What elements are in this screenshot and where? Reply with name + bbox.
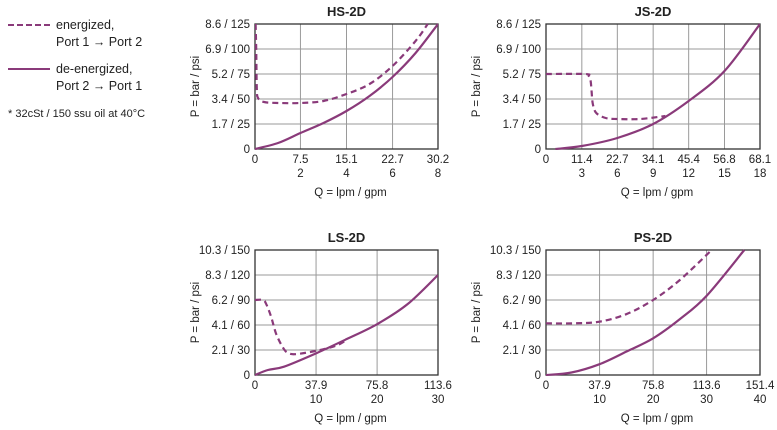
y-tick-label: 0: [535, 144, 541, 156]
legend-energized-label-2: Port 1 → Port 2: [56, 35, 143, 49]
x-tick-label-gpm: 15: [718, 168, 731, 180]
x-tick-label-lpm: 34.1: [642, 154, 664, 166]
x-tick-label-lpm: 0: [252, 154, 258, 166]
y-axis-label: P = bar / psi: [471, 56, 483, 117]
x-tick-label-gpm: 10: [593, 394, 606, 406]
x-axis-label: Q = lpm / gpm: [314, 187, 387, 199]
y-tick-label: 2.1 / 30: [212, 345, 250, 357]
x-tick-label-gpm: 30: [432, 394, 445, 406]
y-tick-label: 4.1 / 60: [503, 320, 541, 332]
x-axis-label: Q = lpm / gpm: [314, 413, 387, 425]
de-energized-curve: [555, 23, 760, 150]
x-tick-label-lpm: 0: [543, 380, 549, 392]
plot-frame: [545, 249, 761, 376]
y-axis-label: P = bar / psi: [190, 56, 202, 117]
legend-dashed-line-swatch: [8, 24, 50, 26]
energized-curve: [546, 72, 666, 121]
x-tick-label-gpm: 4: [343, 168, 350, 180]
y-tick-label: 6.9 / 100: [496, 44, 541, 56]
x-tick-label-gpm: 20: [371, 394, 384, 406]
chart-js-2d: JS-2D 0 1.7 / 25 3.4 / 50 5.2 / 75 6.9 / 100 8…: [471, 4, 771, 199]
x-tick-label-gpm: 9: [650, 168, 656, 180]
y-tick-label: 2.1 / 30: [503, 345, 541, 357]
x-tick-label-gpm: 12: [682, 168, 695, 180]
y-tick-label: 3.4 / 50: [503, 94, 541, 106]
de-energized-curve: [255, 274, 438, 376]
y-tick-label: 0: [244, 144, 250, 156]
y-tick-label: 6.2 / 90: [212, 295, 250, 307]
y-tick-label: 1.7 / 25: [212, 119, 250, 131]
x-axis-label: Q = lpm / gpm: [621, 187, 694, 199]
x-tick-label-gpm: 6: [389, 168, 395, 180]
x-tick-label-lpm: 22.7: [381, 154, 403, 166]
x-tick-label-lpm: 68.1: [749, 154, 771, 166]
chart-ls-2d: LS-2D 0 2.1 / 30 4.1 / 60 6.2 / 90 8.3 / 120 1…: [190, 230, 452, 425]
x-tick-label-lpm: 15.1: [335, 154, 357, 166]
x-tick-label-gpm: 3: [579, 168, 585, 180]
x-tick-label-lpm: 113.6: [424, 380, 452, 392]
legend-energized-label-1: energized,: [56, 18, 115, 32]
y-tick-label: 3.4 / 50: [212, 94, 250, 106]
y-tick-label: 6.9 / 100: [205, 44, 250, 56]
de-energized-curve: [546, 249, 746, 376]
y-tick-label: 0: [535, 370, 541, 382]
legend-deenergized-label-2: Port 2 → Port 1: [56, 79, 143, 93]
y-tick-label: 8.3 / 120: [496, 270, 541, 282]
x-tick-label-lpm: 37.9: [588, 380, 610, 392]
chart-title: LS-2D: [328, 230, 366, 245]
x-tick-label-lpm: 151.4: [746, 380, 775, 392]
x-tick-label-gpm: 18: [754, 168, 767, 180]
x-tick-label-gpm: 6: [614, 168, 620, 180]
legend-deenergized-label-1: de-energized,: [56, 62, 133, 76]
x-tick-label-lpm: 37.9: [305, 380, 327, 392]
x-tick-label-gpm: 30: [700, 394, 713, 406]
y-tick-label: 10.3 / 150: [199, 245, 250, 257]
x-tick-label-lpm: 45.4: [677, 154, 700, 166]
y-tick-label: 8.6 / 125: [496, 19, 541, 31]
y-tick-label: 5.2 / 75: [503, 69, 541, 81]
x-tick-label-lpm: 0: [252, 380, 258, 392]
chart-title: PS-2D: [634, 230, 672, 245]
x-tick-label-lpm: 56.8: [713, 154, 735, 166]
x-tick-label-gpm: 2: [297, 168, 303, 180]
de-energized-curve: [255, 23, 438, 150]
y-tick-label: 8.3 / 120: [205, 270, 250, 282]
y-tick-label: 10.3 / 150: [490, 245, 541, 257]
x-tick-label-lpm: 75.8: [366, 380, 388, 392]
y-tick-label: 4.1 / 60: [212, 320, 250, 332]
energized-curve: [255, 23, 429, 105]
x-axis-label: Q = lpm / gpm: [621, 413, 694, 425]
x-tick-label-lpm: 75.8: [642, 380, 664, 392]
y-tick-label: 6.2 / 90: [503, 295, 541, 307]
x-tick-label-lpm: 30.2: [427, 154, 449, 166]
x-tick-label-lpm: 22.7: [606, 154, 628, 166]
plot-frame: [254, 23, 439, 150]
y-tick-label: 8.6 / 125: [205, 19, 250, 31]
legend-solid-line-swatch: [8, 68, 50, 70]
x-tick-label-gpm: 20: [647, 394, 660, 406]
oil-viscosity-note: * 32cSt / 150 ssu oil at 40°C: [8, 108, 146, 120]
chart-title: JS-2D: [635, 4, 672, 19]
x-tick-label-gpm: 40: [754, 394, 767, 406]
x-tick-label-lpm: 11.4: [571, 154, 593, 166]
x-tick-label-lpm: 0: [543, 154, 549, 166]
y-tick-label: 1.7 / 25: [503, 119, 541, 131]
x-tick-label-lpm: 7.5: [292, 154, 308, 166]
y-tick-label: 5.2 / 75: [212, 69, 250, 81]
x-tick-label-gpm: 8: [435, 168, 441, 180]
y-axis-label: P = bar / psi: [190, 282, 202, 343]
chart-hs-2d: HS-2D 0 1.7 / 25 3.4 / 50 5.2 / 75 6.9 / 100 8…: [190, 4, 449, 199]
y-axis-label: P = bar / psi: [471, 282, 483, 343]
energized-curve: [546, 249, 713, 325]
chart-title: HS-2D: [327, 4, 366, 19]
chart-ps-2d: PS-2D 0 2.1 / 30 4.1 / 60 6.2 / 90 8.3 / 120 1…: [471, 230, 775, 425]
legend: energized, Port 1 → Port 2 de-energized,…: [0, 0, 180, 130]
plot-frame: [254, 249, 439, 376]
plot-frame: [545, 23, 761, 150]
y-tick-label: 0: [244, 370, 250, 382]
x-tick-label-lpm: 113.6: [693, 380, 721, 392]
x-tick-label-gpm: 10: [310, 394, 323, 406]
